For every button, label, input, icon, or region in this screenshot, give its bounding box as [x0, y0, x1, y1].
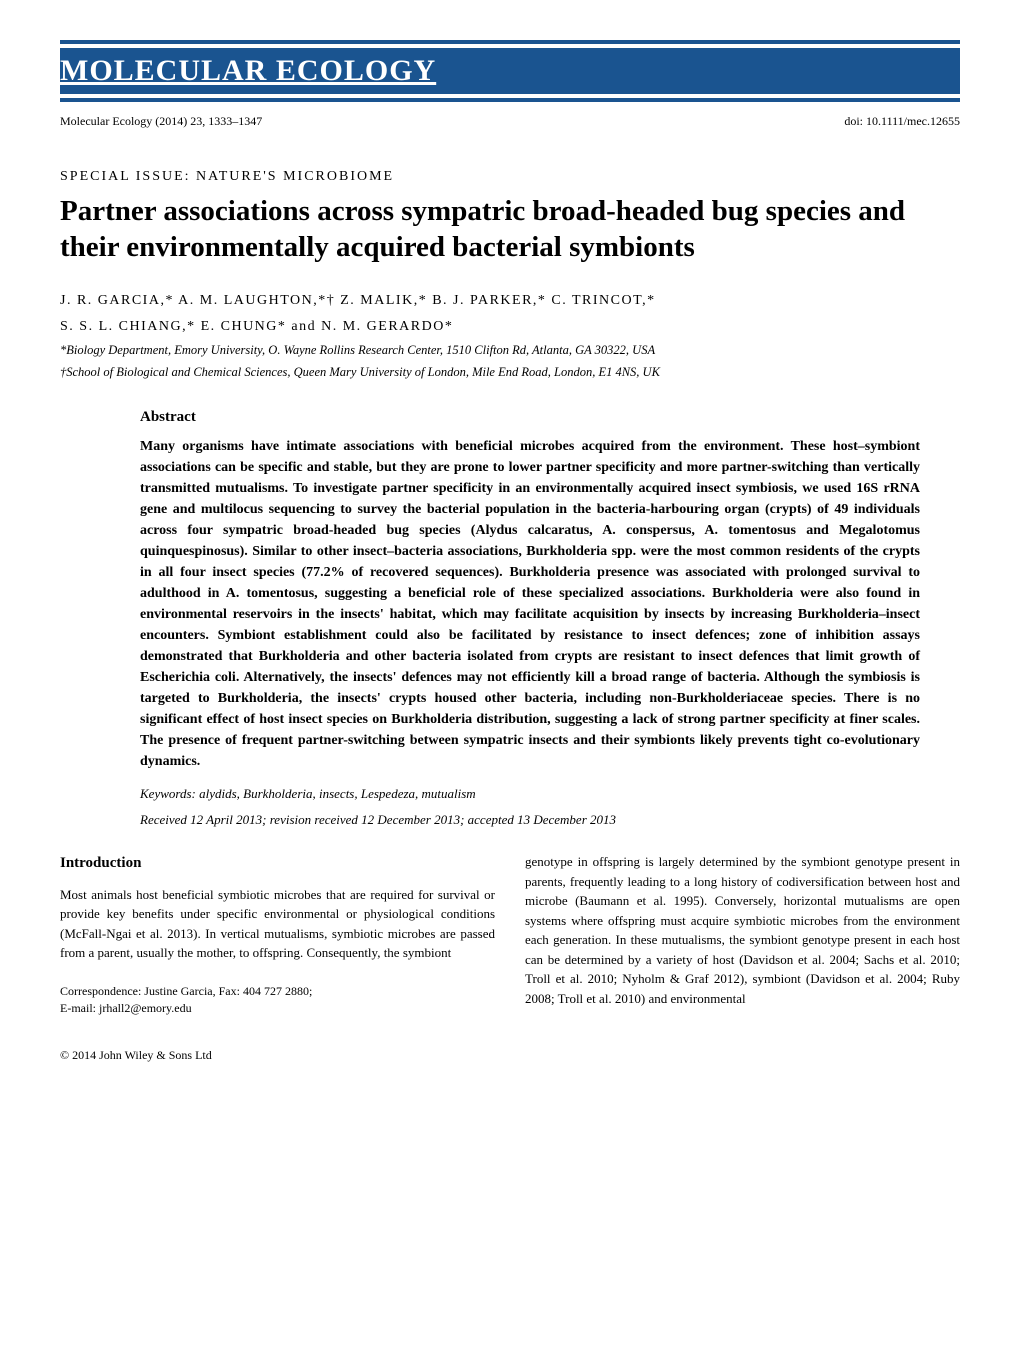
introduction-text-col1: Most animals host beneficial symbiotic m… — [60, 885, 495, 963]
correspondence: Correspondence: Justine Garcia, Fax: 404… — [60, 983, 495, 1017]
journal-logo: MOLECULAR ECOLOGY — [60, 52, 560, 88]
body-columns: Introduction Most animals host beneficia… — [60, 852, 960, 1064]
left-column: Introduction Most animals host beneficia… — [60, 852, 495, 1064]
dates-line: Received 12 April 2013; revision receive… — [140, 812, 920, 828]
abstract-section: Abstract Many organisms have intimate as… — [140, 409, 920, 828]
special-issue-label: SPECIAL ISSUE: NATURE'S MICROBIOME — [60, 169, 960, 185]
authors-line-1: J. R. GARCIA,* A. M. LAUGHTON,*† Z. MALI… — [60, 290, 960, 312]
journal-banner: MOLECULAR ECOLOGY — [60, 48, 960, 94]
correspondence-line2: E-mail: jrhall2@emory.edu — [60, 1000, 495, 1017]
introduction-text-col2: genotype in offspring is largely determi… — [525, 852, 960, 1008]
article-title: Partner associations across sympatric br… — [60, 193, 960, 266]
top-rule — [60, 40, 960, 44]
bottom-rule — [60, 98, 960, 102]
authors-line-2: S. S. L. CHIANG,* E. CHUNG* and N. M. GE… — [60, 316, 960, 338]
affiliation-1: *Biology Department, Emory University, O… — [60, 342, 960, 360]
abstract-heading: Abstract — [140, 409, 920, 426]
page-container: MOLECULAR ECOLOGY Molecular Ecology (201… — [0, 0, 1020, 1104]
affiliation-2: †School of Biological and Chemical Scien… — [60, 364, 960, 382]
keywords-line: Keywords: alydids, Burkholderia, insects… — [140, 786, 920, 802]
meta-row: Molecular Ecology (2014) 23, 1333–1347 d… — [60, 114, 960, 129]
doi: doi: 10.1111/mec.12655 — [844, 114, 960, 129]
svg-text:MOLECULAR ECOLOGY: MOLECULAR ECOLOGY — [60, 54, 436, 87]
introduction-heading: Introduction — [60, 852, 495, 875]
citation: Molecular Ecology (2014) 23, 1333–1347 — [60, 114, 262, 129]
keywords-text: : alydids, Burkholderia, insects, Lesped… — [192, 786, 476, 801]
abstract-text: Many organisms have intimate association… — [140, 436, 920, 772]
keywords-label: Keywords — [140, 786, 192, 801]
right-column: genotype in offspring is largely determi… — [525, 852, 960, 1064]
copyright: © 2014 John Wiley & Sons Ltd — [60, 1046, 495, 1064]
correspondence-line1: Correspondence: Justine Garcia, Fax: 404… — [60, 983, 495, 1000]
